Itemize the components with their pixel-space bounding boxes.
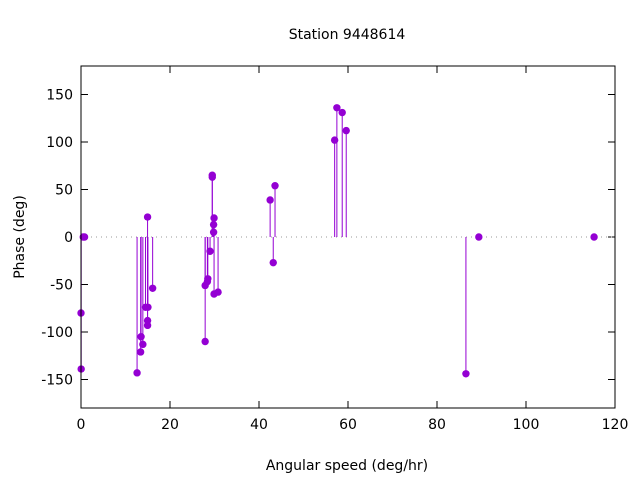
data-point [148,284,157,292]
data-point [206,247,214,255]
data-point [209,220,218,229]
y-tick-label: -100 [41,325,73,341]
data-point [143,316,152,325]
y-axis-label: Phase (deg) [12,195,28,279]
data-point [204,275,212,283]
data-point [136,348,145,356]
x-axis-label: Angular speed (deg/hr) [266,458,428,474]
plot-frame [80,65,616,409]
data-point [462,370,470,378]
data-point [271,182,279,190]
x-tick-label: 100 [513,417,540,433]
data-point [137,333,145,341]
data-point [214,288,222,296]
x-tick-label: 20 [161,417,179,433]
data-point [133,369,141,377]
data-point [209,228,218,236]
y-tick-label: 50 [55,183,73,199]
y-tick-label: -50 [50,278,73,294]
data-point [201,337,209,346]
x-tick-label: 40 [250,417,268,433]
data-point [338,108,346,117]
data-point [333,104,341,112]
data-point [210,214,218,222]
data-point [269,258,277,267]
data-point [144,303,152,311]
chart-title: Station 9448614 [289,27,406,43]
data-point [139,340,147,349]
x-tick-label: 120 [602,417,629,433]
x-tick-label: 0 [77,417,86,433]
data-point [143,213,152,221]
y-tick-label: -150 [41,373,73,389]
y-tick-label: 0 [64,230,73,246]
y-tick-label: 150 [46,88,73,104]
data-point [590,233,598,241]
data-point [80,233,89,241]
x-tick-label: 80 [428,417,446,433]
data-point [266,196,274,204]
data-point [342,126,350,135]
y-tick-label: 100 [46,135,73,151]
data-point [208,173,216,181]
x-tick-label: 60 [339,417,357,433]
data-point [475,233,483,241]
